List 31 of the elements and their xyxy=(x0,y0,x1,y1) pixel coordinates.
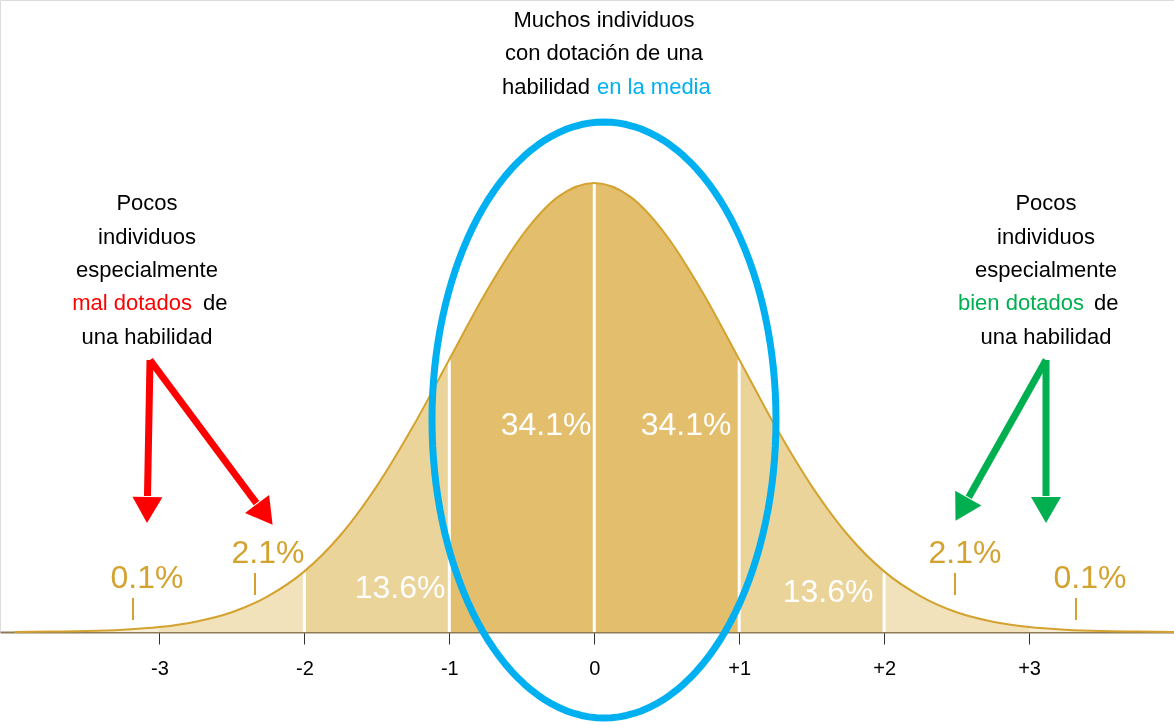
annotation: 0.1% xyxy=(1053,559,1127,595)
annotation: Pocos xyxy=(116,190,178,215)
annotation: 34.1% xyxy=(640,406,732,442)
annotation: de xyxy=(203,290,228,315)
annotation: especialmente xyxy=(975,257,1117,282)
annotation: de xyxy=(1094,290,1119,315)
text: en la media xyxy=(597,74,712,99)
annotation: especialmente xyxy=(76,257,218,282)
annotation: mal dotados xyxy=(72,290,192,315)
text: Muchos individuos xyxy=(513,7,695,32)
x-tick-label: +2 xyxy=(873,656,897,679)
x-tick-label: +1 xyxy=(728,656,752,679)
annotation: 34.1% xyxy=(500,406,592,442)
annotation: 2.1% xyxy=(231,534,305,570)
x-tick-label: +3 xyxy=(1018,656,1041,679)
annotation: 13.6% xyxy=(782,573,874,609)
x-tick-label: -3 xyxy=(151,656,169,679)
text: habilidad xyxy=(501,74,590,99)
text: con dotación de una xyxy=(504,40,704,65)
annotation: una habilidad xyxy=(81,324,213,349)
annotation: una habilidad xyxy=(980,324,1112,349)
annotation: 13.6% xyxy=(354,569,446,605)
x-tick-label: -1 xyxy=(440,656,459,679)
annotation: bien dotados xyxy=(958,290,1084,315)
x-tick-label: -2 xyxy=(295,656,314,679)
annotation: individuos xyxy=(997,224,1095,249)
annotation: individuos xyxy=(98,224,196,249)
annotation: 0.1% xyxy=(110,559,184,595)
annotation: 2.1% xyxy=(928,534,1002,570)
x-tick-label: 0 xyxy=(589,656,601,679)
annotation: Pocos xyxy=(1015,190,1077,215)
